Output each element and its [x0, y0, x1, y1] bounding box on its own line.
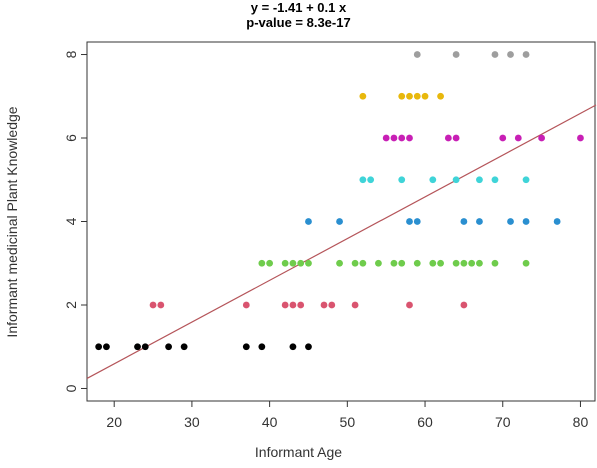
- x-tick-label: 30: [184, 414, 200, 430]
- data-point: [328, 301, 336, 309]
- data-point: [242, 343, 250, 351]
- data-point: [134, 343, 141, 351]
- data-point: [320, 301, 328, 309]
- chart-title-pvalue: p-value = 8.3e-17: [246, 15, 351, 30]
- data-point: [522, 218, 530, 225]
- data-point: [297, 259, 305, 267]
- data-point: [413, 259, 421, 267]
- data-point: [476, 218, 483, 225]
- data-point: [375, 259, 382, 267]
- data-point: [406, 301, 413, 309]
- data-point: [180, 343, 188, 351]
- x-tick-label: 60: [417, 414, 433, 430]
- data-point: [149, 301, 157, 309]
- data-point: [103, 343, 110, 351]
- y-tick-label: 8: [63, 50, 79, 58]
- data-point: [413, 51, 421, 58]
- data-point: [421, 92, 429, 100]
- data-point: [429, 259, 437, 267]
- data-point: [460, 259, 468, 267]
- data-point: [444, 134, 452, 142]
- y-tick-label: 4: [63, 217, 79, 225]
- data-point: [289, 301, 297, 309]
- data-point: [507, 218, 514, 225]
- data-point: [522, 51, 530, 58]
- data-point: [476, 176, 483, 184]
- data-point: [452, 134, 460, 142]
- x-tick-label: 80: [573, 414, 589, 430]
- data-point: [460, 218, 468, 225]
- data-point: [390, 259, 398, 267]
- y-tick-label: 0: [63, 384, 79, 392]
- x-axis-label: Informant Age: [254, 444, 343, 460]
- data-point: [351, 259, 359, 267]
- data-point: [491, 51, 499, 58]
- data-point: [406, 92, 413, 100]
- data-point: [553, 218, 561, 225]
- data-point: [258, 343, 266, 351]
- data-point: [336, 218, 343, 225]
- data-point: [351, 301, 359, 309]
- data-point: [406, 218, 413, 225]
- data-point: [577, 134, 584, 142]
- data-point: [305, 259, 312, 267]
- regression-line: [86, 104, 597, 379]
- x-tick-label: 20: [106, 414, 122, 430]
- data-point: [398, 259, 406, 267]
- data-point: [390, 134, 398, 142]
- data-point: [336, 259, 343, 267]
- data-point: [522, 176, 530, 184]
- data-point: [281, 301, 289, 309]
- y-tick-label: 2: [63, 301, 79, 309]
- data-point: [398, 134, 406, 142]
- data-point: [429, 176, 437, 184]
- data-point: [491, 176, 499, 184]
- x-tick-label: 70: [495, 414, 511, 430]
- data-point: [242, 301, 250, 309]
- data-point: [367, 176, 375, 184]
- data-point: [437, 259, 444, 267]
- data-point: [437, 92, 444, 100]
- data-point: [398, 176, 406, 184]
- data-point: [266, 259, 274, 267]
- data-point: [468, 259, 476, 267]
- data-point: [289, 343, 297, 351]
- data-point: [476, 259, 483, 267]
- data-point: [359, 92, 367, 100]
- data-point: [258, 259, 266, 267]
- data-point: [157, 301, 165, 309]
- data-point: [413, 218, 421, 225]
- data-point: [165, 343, 172, 351]
- data-point: [499, 134, 507, 142]
- data-point: [522, 259, 530, 267]
- data-point: [413, 92, 421, 100]
- data-point: [359, 259, 367, 267]
- x-tick-label: 50: [340, 414, 356, 430]
- data-point: [359, 176, 367, 184]
- data-point: [538, 134, 546, 142]
- data-point: [95, 343, 103, 351]
- data-point: [382, 134, 390, 142]
- data-point: [398, 92, 406, 100]
- data-point: [281, 259, 289, 267]
- data-point: [460, 301, 468, 309]
- y-tick-label: 6: [63, 134, 79, 142]
- data-point: [452, 176, 460, 184]
- chart-title-equation: y = -1.41 + 0.1 x: [250, 0, 347, 15]
- data-point: [141, 343, 149, 351]
- data-point: [491, 259, 499, 267]
- x-tick-label: 40: [262, 414, 278, 430]
- data-point: [289, 259, 297, 267]
- data-point: [507, 51, 514, 58]
- data-point: [452, 51, 460, 58]
- data-point: [514, 134, 522, 142]
- data-point: [305, 218, 312, 225]
- data-point: [305, 343, 312, 351]
- data-point: [406, 134, 413, 142]
- data-point: [452, 259, 460, 267]
- y-axis-label: Informant medicinal Plant Knowledge: [4, 106, 20, 338]
- data-point: [297, 301, 305, 309]
